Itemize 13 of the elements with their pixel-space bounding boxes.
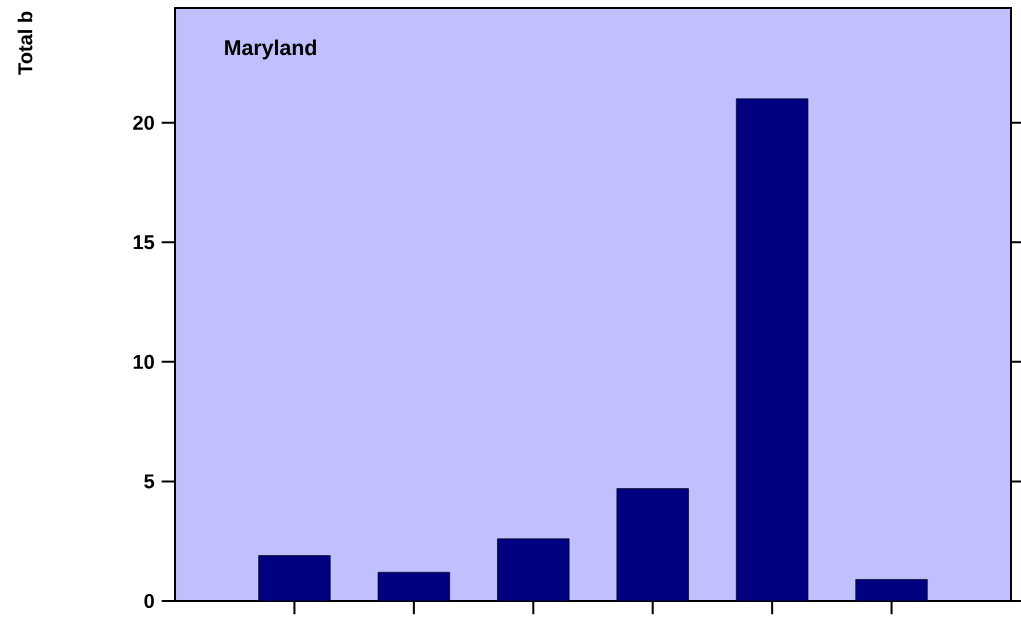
y-tick-label: 0 <box>144 593 154 609</box>
bar <box>377 571 451 601</box>
text: Total b <box>17 11 33 75</box>
bar <box>616 488 689 601</box>
y-tick-label: 5 <box>144 474 155 489</box>
y-tick-label: 15 <box>133 235 155 250</box>
bar <box>258 555 331 601</box>
bar <box>735 98 809 601</box>
text: Maryland <box>225 39 316 60</box>
y-tick-label: 20 <box>133 115 154 130</box>
bar <box>497 538 570 601</box>
bar <box>855 579 928 601</box>
y-tick-label: 10 <box>133 354 154 369</box>
